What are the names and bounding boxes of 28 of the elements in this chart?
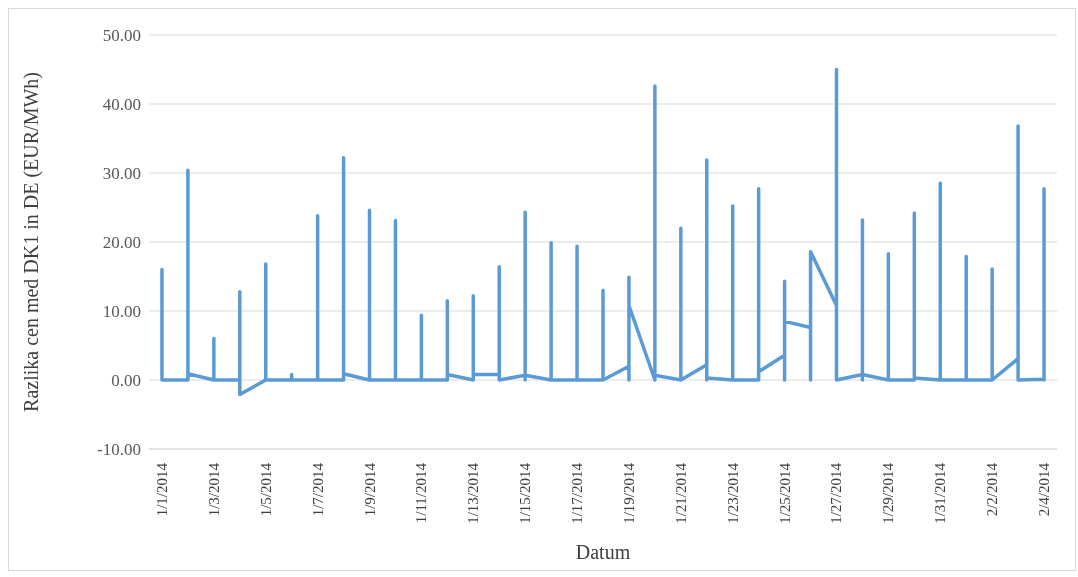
x-tick-label: 1/5/2014 — [257, 462, 274, 517]
y-tick-label: 0.00 — [111, 371, 141, 391]
x-tick-label: 1/23/2014 — [724, 462, 741, 524]
x-tick-label: 1/31/2014 — [932, 462, 949, 524]
y-tick-label: -10.00 — [97, 440, 141, 460]
y-axis-title: Razlika cen med DK1 in DE (EUR/MWh) — [20, 72, 44, 412]
x-tick-label: 1/25/2014 — [776, 462, 793, 524]
x-tick-label: 1/19/2014 — [620, 462, 637, 524]
x-tick-label: 1/29/2014 — [880, 462, 897, 524]
x-tick-label: 1/1/2014 — [153, 462, 170, 517]
y-tick-label: 20.00 — [102, 233, 141, 253]
x-tick-label: 1/9/2014 — [361, 462, 378, 517]
x-tick-label: 1/3/2014 — [205, 462, 222, 517]
x-tick-label: 2/4/2014 — [1036, 462, 1053, 517]
x-tick-label: 1/21/2014 — [672, 462, 689, 524]
y-tick-label: 50.00 — [102, 26, 141, 46]
y-tick-label: 30.00 — [102, 164, 141, 184]
x-tick-label: 1/15/2014 — [517, 462, 534, 524]
x-tick-label: 1/27/2014 — [828, 462, 845, 524]
y-tick-label: 10.00 — [102, 302, 141, 322]
y-tick-label: 40.00 — [102, 95, 141, 115]
x-tick-label: 1/7/2014 — [309, 462, 326, 517]
x-tick-label: 2/2/2014 — [984, 462, 1001, 517]
x-tick-label: 1/17/2014 — [569, 462, 586, 524]
x-axis-title: Datum — [575, 541, 631, 563]
x-tick-label: 1/11/2014 — [413, 462, 430, 524]
x-tick-label: 1/13/2014 — [465, 462, 482, 524]
line-series — [160, 67, 1046, 397]
